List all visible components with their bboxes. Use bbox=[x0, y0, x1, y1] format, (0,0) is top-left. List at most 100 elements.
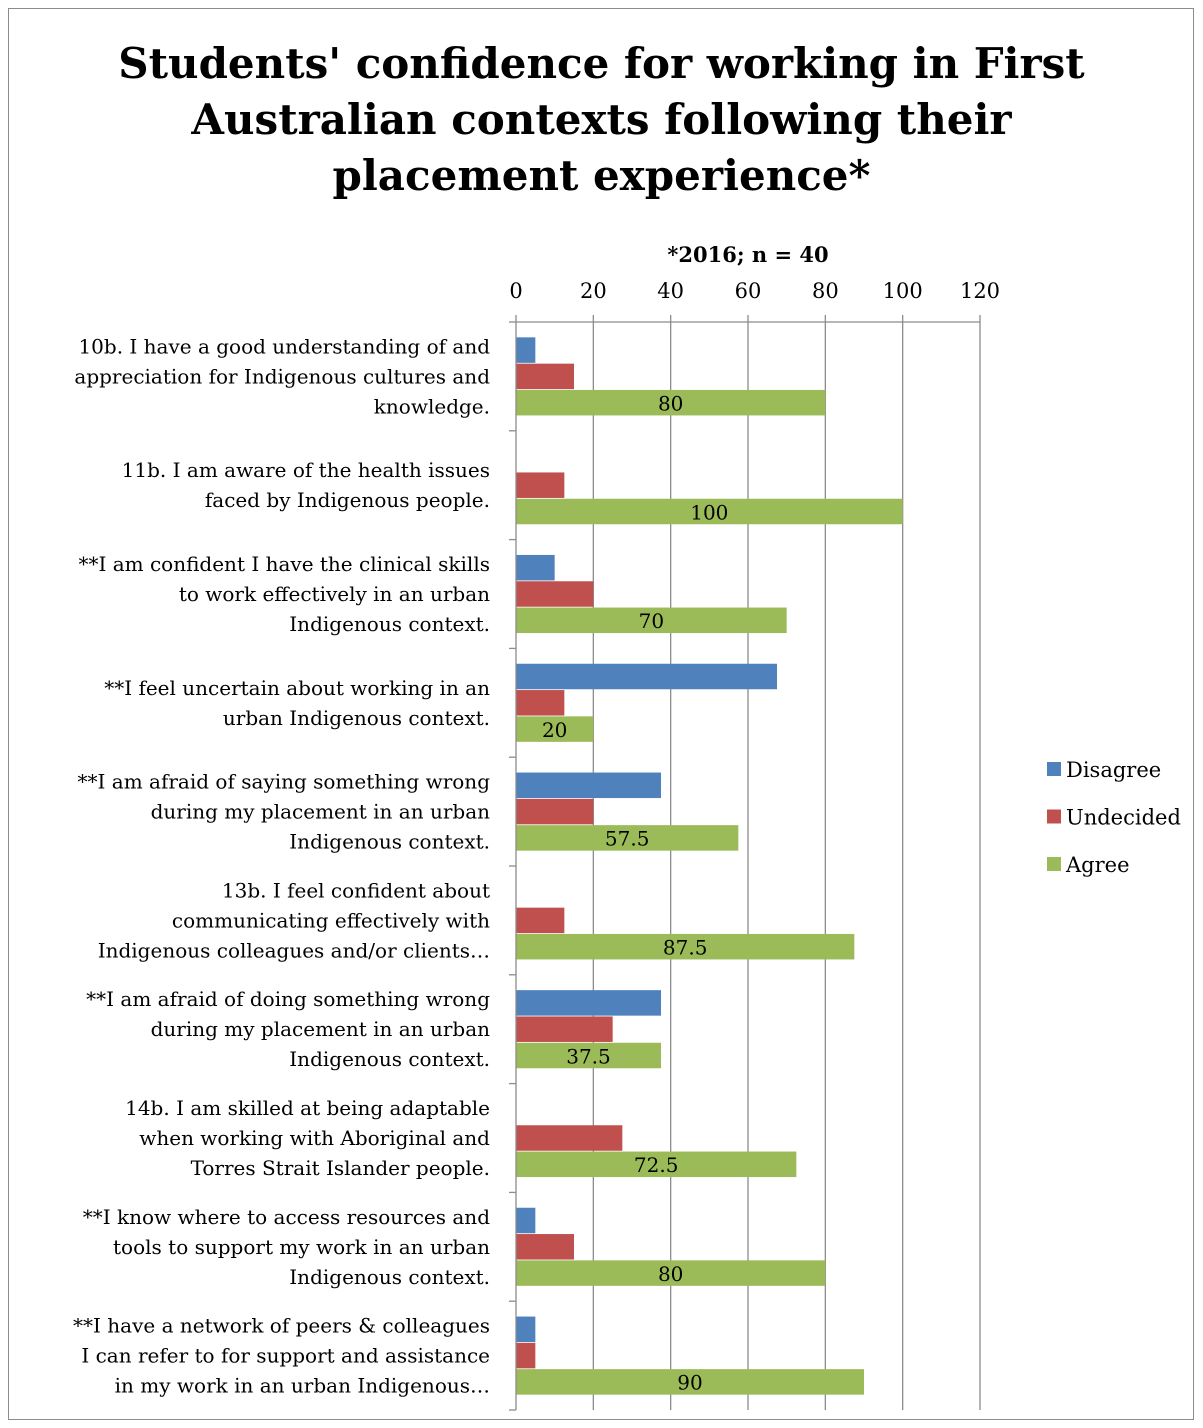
category-label-line: Indigenous context. bbox=[289, 612, 490, 636]
bar-undecided bbox=[516, 363, 574, 390]
category-label: 14b. I am skilled at being adaptable when… bbox=[125, 1096, 490, 1180]
bar-disagree bbox=[516, 772, 661, 799]
bar-disagree bbox=[516, 1207, 536, 1234]
bar-undecided bbox=[516, 581, 594, 607]
data-label: 70 bbox=[639, 609, 664, 633]
data-label: 72.5 bbox=[634, 1153, 679, 1177]
x-tick-label: 20 bbox=[580, 279, 607, 303]
bar-undecided bbox=[516, 907, 565, 934]
bar-undecided bbox=[516, 1234, 574, 1260]
category-label: **I am confident I have the clinical ski… bbox=[78, 552, 490, 636]
bar-undecided bbox=[516, 690, 565, 716]
bar-agree bbox=[516, 389, 826, 416]
bar-agree bbox=[516, 607, 787, 634]
bar-agree bbox=[516, 498, 903, 525]
data-label: 90 bbox=[677, 1371, 702, 1395]
bar-undecided bbox=[516, 1016, 613, 1042]
chart-title: Students' confidence for working in Firs… bbox=[0, 36, 1203, 204]
bar-disagree bbox=[516, 554, 555, 581]
data-label: 100 bbox=[690, 500, 728, 524]
bar-agree bbox=[516, 1151, 797, 1178]
category-label-line: when working with Aboriginal and bbox=[139, 1126, 490, 1150]
x-tick-label: 80 bbox=[812, 279, 839, 303]
category-label-line: **I am confident I have the clinical ski… bbox=[78, 552, 490, 576]
data-label: 57.5 bbox=[605, 827, 650, 851]
category-label-line: **I feel uncertain about working in an bbox=[104, 676, 490, 700]
legend: Disagree Undecided Agree bbox=[1047, 758, 1181, 877]
category-label: 13b. I feel confident about communicating… bbox=[98, 878, 490, 962]
legend-swatch-agree bbox=[1047, 857, 1061, 871]
data-label: 20 bbox=[542, 718, 567, 742]
category-label: **I am afraid of saying something wrong d… bbox=[78, 770, 491, 854]
category-label-line: urban Indigenous context. bbox=[223, 706, 490, 730]
category-label-line: 14b. I am skilled at being adaptable bbox=[125, 1096, 490, 1120]
category-label-line: **I have a network of peers & colleagues bbox=[73, 1314, 490, 1338]
bar-disagree bbox=[516, 337, 536, 363]
category-label-line: tools to support my work in an urban bbox=[113, 1235, 490, 1259]
x-tick-label: 120 bbox=[960, 279, 1000, 303]
chart-title-line: placement experience* bbox=[332, 151, 871, 200]
data-label: 80 bbox=[658, 1262, 683, 1286]
category-label-line: Indigenous context. bbox=[289, 830, 490, 854]
bar-undecided bbox=[516, 472, 565, 498]
bar-undecided bbox=[516, 798, 594, 825]
legend-swatch-undecided bbox=[1047, 809, 1061, 824]
category-label: **I have a network of peers & colleagues… bbox=[73, 1314, 490, 1398]
category-label: **I know where to access resources and to… bbox=[83, 1205, 490, 1289]
category-label-line: during my placement in an urban bbox=[151, 800, 491, 824]
category-label-line: **I am afraid of doing something wrong bbox=[86, 987, 490, 1011]
x-axis-title: *2016; n = 40 bbox=[667, 242, 828, 267]
category-label-line: knowledge. bbox=[374, 394, 490, 418]
bars bbox=[516, 337, 903, 1395]
category-label: 11b. I am aware of the health issues face… bbox=[122, 458, 490, 512]
gridlines bbox=[592, 322, 981, 1410]
bar-disagree bbox=[516, 663, 777, 690]
legend-swatch-disagree bbox=[1047, 762, 1061, 776]
bar-agree bbox=[516, 1042, 661, 1069]
chart-frame bbox=[8, 8, 1194, 1420]
bar-undecided bbox=[516, 1342, 536, 1369]
category-label-line: Indigenous colleagues and/or clients… bbox=[98, 938, 490, 962]
category-label-line: **I know where to access resources and bbox=[83, 1205, 490, 1229]
category-label-line: 10b. I have a good understanding of and bbox=[78, 334, 490, 358]
bar-disagree bbox=[516, 1316, 536, 1343]
bar-agree bbox=[516, 1260, 826, 1286]
chart-title-line: Australian contexts following their bbox=[191, 95, 1012, 144]
category-label-line: in my work in an urban Indigenous… bbox=[115, 1374, 490, 1398]
category-label: 10b. I have a good understanding of and a… bbox=[74, 334, 490, 418]
bar-agree bbox=[516, 716, 594, 742]
legend-label-disagree: Disagree bbox=[1066, 758, 1161, 782]
category-label-line: to work effectively in an urban bbox=[179, 582, 490, 606]
bar-disagree bbox=[516, 990, 661, 1016]
bar-agree bbox=[516, 933, 855, 960]
bar-agree bbox=[516, 825, 739, 851]
category-label-line: 11b. I am aware of the health issues bbox=[122, 458, 490, 482]
legend-label-agree: Agree bbox=[1065, 853, 1130, 877]
x-tick-label: 40 bbox=[657, 279, 684, 303]
category-label-line: communicating effectively with bbox=[172, 908, 490, 932]
data-label: 37.5 bbox=[566, 1044, 611, 1068]
category-label-line: faced by Indigenous people. bbox=[205, 488, 490, 512]
x-tick-label: 60 bbox=[735, 279, 762, 303]
chart-title-line: Students' confidence for working in Firs… bbox=[118, 39, 1085, 88]
category-label: **I feel uncertain about working in an ur… bbox=[104, 676, 490, 730]
legend-label-undecided: Undecided bbox=[1066, 806, 1181, 830]
category-label: **I am afraid of doing something wrong du… bbox=[86, 987, 490, 1071]
category-label-line: Indigenous context. bbox=[289, 1265, 490, 1289]
x-tick-label: 0 bbox=[509, 279, 522, 303]
category-label-line: 13b. I feel confident about bbox=[222, 878, 490, 902]
category-label-line: during my placement in an urban bbox=[151, 1017, 491, 1041]
bar-undecided bbox=[516, 1125, 623, 1151]
x-tick-label: 100 bbox=[883, 279, 923, 303]
labels: 0 20 40 60 80 100 120 80 10b. I have a good unde… bbox=[73, 279, 1000, 1398]
data-label: 87.5 bbox=[663, 935, 708, 959]
category-label-line: I can refer to for support and assistanc… bbox=[81, 1344, 490, 1368]
category-label-line: Torres Strait Islander people. bbox=[191, 1156, 490, 1180]
data-label: 80 bbox=[658, 391, 683, 415]
category-label-line: appreciation for Indigenous cultures and bbox=[74, 364, 490, 388]
category-label-line: Indigenous context. bbox=[289, 1047, 490, 1071]
category-label-line: **I am afraid of saying something wrong bbox=[78, 770, 491, 794]
axes bbox=[509, 315, 981, 1411]
bar-agree bbox=[516, 1369, 864, 1395]
